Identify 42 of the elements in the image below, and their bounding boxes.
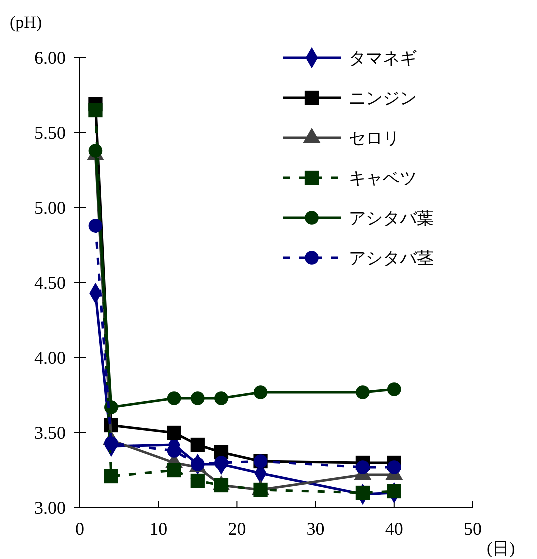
point (190, 392, 205, 406)
point (167, 426, 182, 440)
point (387, 484, 402, 499)
point (356, 386, 370, 400)
x-tick-label: 0 (76, 518, 84, 539)
point (167, 463, 182, 478)
point (214, 392, 228, 406)
point (214, 456, 228, 470)
point (214, 478, 229, 493)
legend-label: タマネギ (349, 49, 417, 68)
y-tick-label: 4.00 (34, 348, 66, 368)
legend-label: アシタバ葉 (349, 209, 434, 228)
point (387, 460, 402, 474)
x-tick-label: 40 (385, 518, 404, 539)
y-tick-label: 6.00 (34, 48, 66, 68)
legend-label: ニンジン (349, 89, 417, 108)
point (88, 219, 103, 233)
point (356, 460, 370, 474)
y-tick-label: 3.50 (34, 422, 66, 443)
point (167, 392, 182, 406)
point (254, 482, 268, 498)
x-tick-label: 20 (228, 518, 246, 539)
y-axis-title: (pH) (10, 13, 42, 32)
point (88, 103, 103, 118)
point (104, 436, 118, 450)
x-axis-title: (日) (487, 539, 516, 558)
point (190, 474, 205, 488)
point (387, 382, 402, 396)
point (356, 486, 370, 500)
y-tick-label: 5.00 (34, 198, 66, 218)
y-tick-label: 4.50 (34, 272, 66, 293)
x-tick-label: 30 (306, 518, 325, 539)
legend-label: セロリ (349, 129, 400, 148)
x-tick-label: 10 (150, 518, 168, 539)
y-tick-label: 5.50 (34, 122, 66, 143)
y-tick-label: 3.00 (34, 498, 66, 518)
legend-label: キャベツ (349, 169, 417, 188)
point (254, 386, 268, 400)
legend-label: アシタバ茎 (349, 249, 434, 268)
x-tick-label: 50 (464, 518, 482, 539)
point (190, 438, 205, 452)
point (104, 469, 119, 484)
